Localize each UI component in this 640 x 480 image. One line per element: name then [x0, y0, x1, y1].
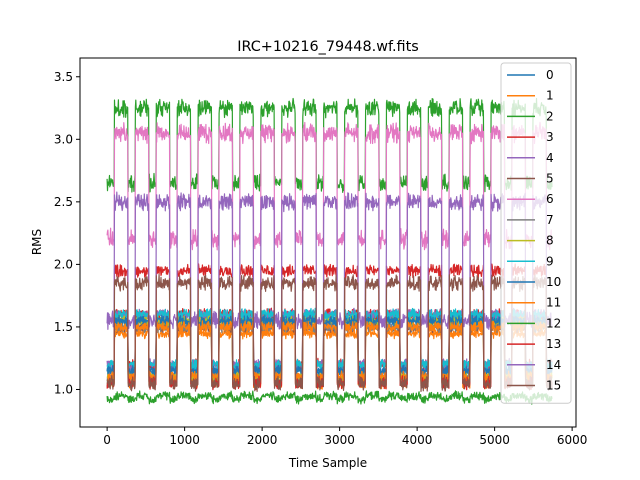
x-tick-label: 0	[103, 433, 111, 447]
x-axis: 0 1000 2000 3000 4000 5000 6000	[103, 427, 587, 447]
y-tick-label: 2.5	[54, 195, 73, 209]
legend-label: 10	[546, 275, 561, 289]
legend-label: 2	[546, 109, 554, 123]
plot-frame	[79, 57, 577, 428]
series-9-line	[106, 307, 553, 371]
legend-label: 11	[546, 296, 561, 310]
y-tick-label: 2.0	[54, 257, 73, 271]
x-tick-label: 4000	[402, 433, 433, 447]
legend-label: 13	[546, 337, 561, 351]
y-axis-label: RMS	[30, 229, 44, 255]
y-tick-label: 1.5	[54, 320, 73, 334]
x-tick-label: 1000	[169, 433, 200, 447]
series-10-line	[106, 313, 553, 378]
legend-label: 1	[546, 89, 554, 103]
series-6-line	[106, 121, 553, 251]
series-1-line	[106, 326, 553, 390]
series-11-line	[106, 320, 553, 384]
x-tick-label: 5000	[479, 433, 510, 447]
legend-label: 14	[546, 358, 561, 372]
legend-label: 0	[546, 68, 554, 82]
series-2-line	[106, 97, 553, 193]
legend-label: 4	[546, 151, 554, 165]
series-12-line	[106, 390, 553, 405]
series-15-line	[106, 273, 553, 392]
y-tick-label: 3.5	[54, 70, 73, 84]
y-tick-label: 1.0	[54, 382, 73, 396]
series-layer	[106, 97, 553, 405]
x-tick-label: 3000	[324, 433, 355, 447]
y-axis: 1.0 1.5 2.0 2.5 3.0 3.5	[54, 70, 80, 396]
legend-label: 6	[546, 192, 554, 206]
legend-box	[500, 62, 572, 404]
legend-label: 9	[546, 254, 554, 268]
x-tick-label: 2000	[247, 433, 278, 447]
series-14-line	[106, 191, 553, 330]
legend-label: 8	[546, 234, 554, 248]
chart-title: IRC+10216_79448.wf.fits	[237, 39, 419, 55]
legend-label: 12	[546, 316, 561, 330]
legend-label: 15	[546, 379, 561, 393]
x-axis-label: Time Sample	[288, 456, 367, 470]
series-7-line	[106, 320, 553, 384]
legend-label: 5	[546, 172, 554, 186]
legend-label: 7	[546, 213, 554, 227]
x-tick-label: 6000	[557, 433, 588, 447]
legend-label: 3	[546, 130, 554, 144]
series-13-line	[106, 263, 553, 391]
y-tick-label: 3.0	[54, 132, 73, 146]
